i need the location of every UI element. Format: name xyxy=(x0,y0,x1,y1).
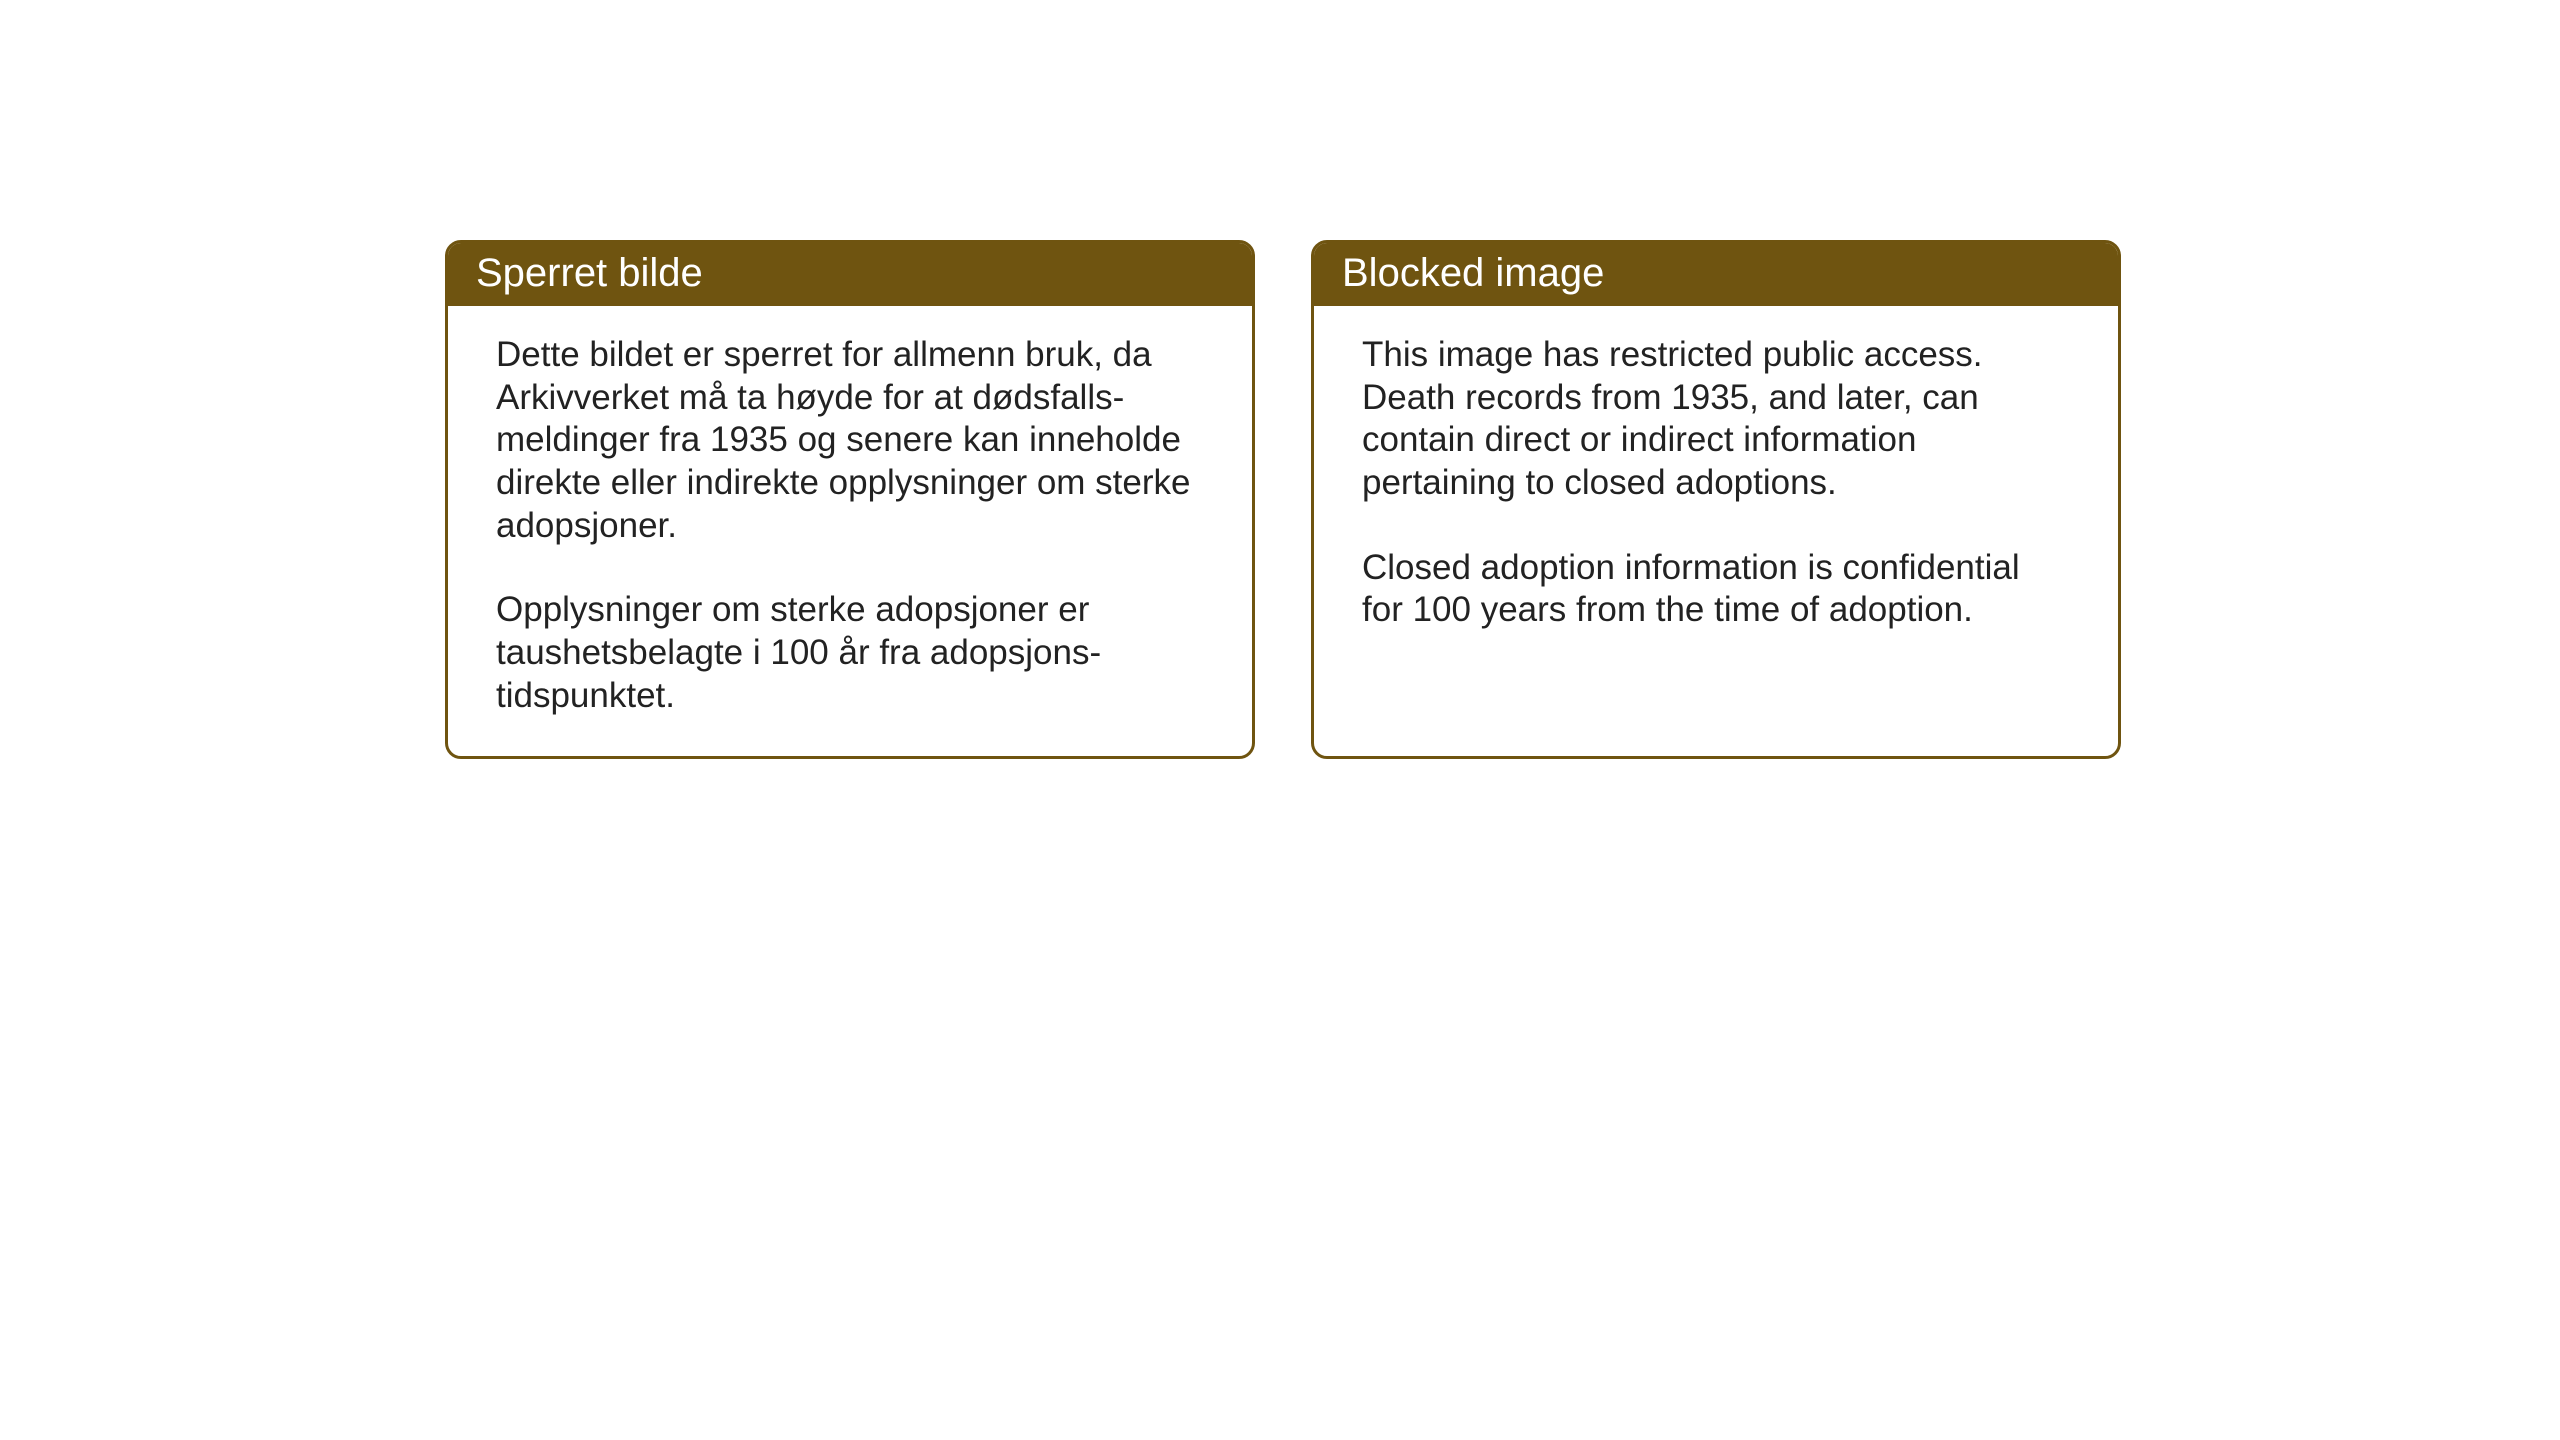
paragraph-english-2: Closed adoption information is confident… xyxy=(1362,547,2070,632)
paragraph-norwegian-1: Dette bildet er sperret for allmenn bruk… xyxy=(496,334,1204,547)
card-header-english: Blocked image xyxy=(1314,243,2118,306)
card-header-norwegian: Sperret bilde xyxy=(448,243,1252,306)
paragraph-english-1: This image has restricted public access.… xyxy=(1362,334,2070,505)
card-norwegian: Sperret bilde Dette bildet er sperret fo… xyxy=(445,240,1255,759)
cards-container: Sperret bilde Dette bildet er sperret fo… xyxy=(445,240,2121,759)
card-english: Blocked image This image has restricted … xyxy=(1311,240,2121,759)
card-body-english: This image has restricted public access.… xyxy=(1314,306,2118,756)
paragraph-norwegian-2: Opplysninger om sterke adopsjoner er tau… xyxy=(496,589,1204,717)
card-body-norwegian: Dette bildet er sperret for allmenn bruk… xyxy=(448,306,1252,756)
